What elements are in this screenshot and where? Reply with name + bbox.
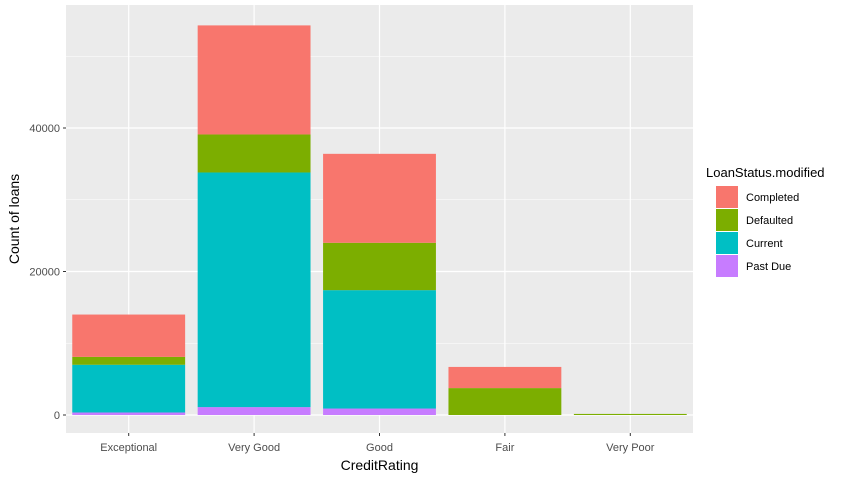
bar-segment-completed	[197, 25, 311, 135]
bar-segment-past-due	[323, 408, 436, 415]
x-tick-label: Very Good	[228, 442, 280, 454]
legend-key-defaulted	[716, 209, 738, 231]
x-tick-label: Good	[366, 442, 393, 454]
axes: 0 20000 40000 Exceptional Very Good Good Fair…	[6, 123, 655, 473]
y-tick-label: 40000	[29, 123, 60, 135]
bar-segment-current	[72, 364, 186, 413]
bar-segment-current	[323, 290, 436, 409]
legend-title: LoanStatus.modified	[706, 165, 825, 180]
legend: LoanStatus.modified Completed Defaulted Cu…	[706, 165, 825, 277]
x-tick-label: Very Poor	[606, 442, 655, 454]
legend-key-current	[716, 232, 738, 254]
y-axis-title: Count of loans	[6, 174, 22, 264]
x-axis-ticks: Exceptional Very Good Good Fair Very Poor	[100, 433, 655, 454]
y-tick-label: 0	[54, 410, 60, 422]
legend-items: Completed Defaulted Current Past Due	[716, 186, 799, 277]
x-tick-label: Fair	[495, 442, 514, 454]
y-axis-ticks: 0 20000 40000	[29, 123, 66, 422]
y-tick-label: 20000	[29, 267, 60, 279]
bar-segment-past-due	[197, 407, 311, 415]
x-axis-title: CreditRating	[341, 457, 419, 473]
bar-segment-completed	[323, 153, 436, 243]
legend-label: Current	[746, 238, 783, 250]
bar-segment-completed	[448, 366, 562, 389]
legend-label: Past Due	[746, 261, 791, 273]
legend-label: Completed	[746, 192, 799, 204]
legend-key-completed	[716, 186, 738, 208]
x-tick-label: Exceptional	[100, 442, 157, 454]
bar-segment-past-due	[72, 412, 186, 415]
bars	[72, 25, 687, 415]
bar-segment-defaulted	[72, 356, 186, 365]
bar-segment-completed	[72, 314, 186, 357]
legend-label: Defaulted	[746, 215, 793, 227]
legend-key-past-due	[716, 255, 738, 277]
bar-segment-defaulted	[197, 134, 311, 173]
bar-segment-current	[197, 172, 311, 408]
bar-segment-defaulted	[448, 388, 562, 415]
bar-segment-defaulted	[573, 413, 687, 415]
bar-segment-defaulted	[323, 242, 436, 291]
